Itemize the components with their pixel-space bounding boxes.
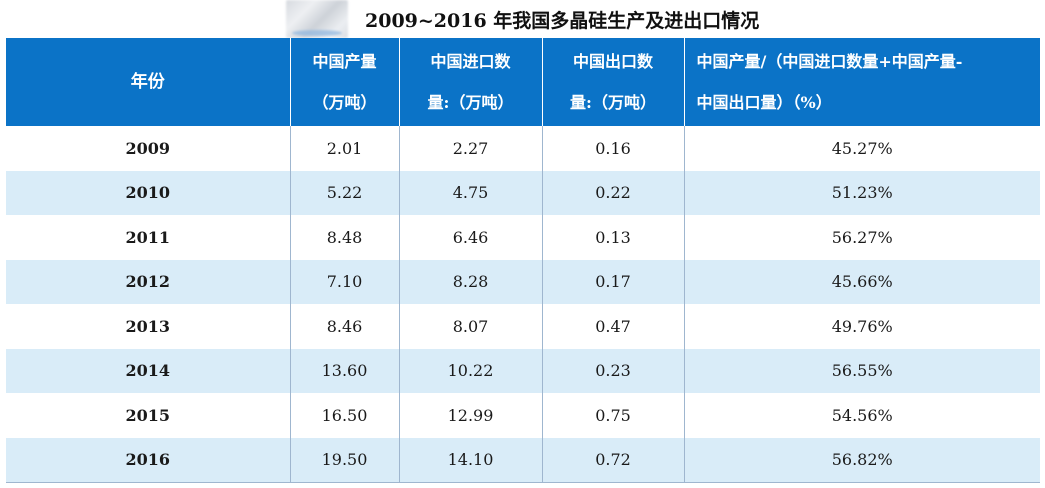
cell-production: 13.60	[290, 348, 400, 393]
header-import: 中国进口数 量:（万吨）	[399, 38, 543, 126]
cell-ratio: 45.66%	[684, 259, 1040, 304]
cell-export: 0.22	[542, 170, 685, 215]
cell-production: 5.22	[290, 170, 400, 215]
header-ratio-line1: 中国产量/（中国进口数量+中国产量-	[696, 52, 963, 71]
header-production-line2: （万吨）	[312, 93, 377, 112]
cell-export: 0.13	[542, 215, 685, 260]
table-body: 2009 2.01 2.27 0.16 45.27% 2010 5.22 4.7…	[6, 126, 1040, 482]
cell-year: 2016	[6, 437, 291, 482]
cell-import: 6.46	[399, 215, 543, 260]
header-export-line1: 中国出口数	[572, 52, 653, 71]
cell-production: 2.01	[290, 126, 400, 171]
header-year: 年份	[6, 38, 291, 126]
cell-ratio: 51.23%	[684, 170, 1040, 215]
cell-production: 7.10	[290, 259, 400, 304]
title-row: 2009~2016 年我国多晶硅生产及进出口情况	[0, 0, 1045, 38]
cell-year: 2009	[6, 126, 291, 171]
cell-year: 2013	[6, 304, 291, 349]
table-bottom-border	[6, 482, 1040, 483]
data-table: 年份 中国产量 （万吨） 中国进口数 量:（万吨） 中国出口数 量:（万吨） 中…	[6, 38, 1040, 482]
cell-production: 8.48	[290, 215, 400, 260]
cell-export: 0.23	[542, 348, 685, 393]
header-production-line1: 中国产量	[312, 52, 377, 71]
table-row: 2015 16.50 12.99 0.75 54.56%	[6, 393, 1040, 438]
cell-production: 8.46	[290, 304, 400, 349]
table-row: 2010 5.22 4.75 0.22 51.23%	[6, 170, 1040, 215]
header-export: 中国出口数 量:（万吨）	[542, 38, 685, 126]
cell-ratio: 45.27%	[684, 126, 1040, 171]
cell-year: 2015	[6, 393, 291, 438]
table-row: 2013 8.46 8.07 0.47 49.76%	[6, 304, 1040, 349]
cell-year: 2014	[6, 348, 291, 393]
cell-ratio: 56.27%	[684, 215, 1040, 260]
table-row: 2012 7.10 8.28 0.17 45.66%	[6, 259, 1040, 304]
cell-production: 19.50	[290, 437, 400, 482]
cell-import: 8.07	[399, 304, 543, 349]
table-row: 2016 19.50 14.10 0.72 56.82%	[6, 437, 1040, 482]
cell-import: 2.27	[399, 126, 543, 171]
table-header: 年份 中国产量 （万吨） 中国进口数 量:（万吨） 中国出口数 量:（万吨） 中…	[6, 38, 1040, 126]
cell-year: 2011	[6, 215, 291, 260]
cell-production: 16.50	[290, 393, 400, 438]
cell-import: 8.28	[399, 259, 543, 304]
cell-ratio: 56.82%	[684, 437, 1040, 482]
cell-ratio: 49.76%	[684, 304, 1040, 349]
header-export-line2: 量:（万吨）	[570, 93, 656, 112]
cell-import: 10.22	[399, 348, 543, 393]
header-import-line2: 量:（万吨）	[427, 93, 514, 112]
cell-ratio: 56.55%	[684, 348, 1040, 393]
header-production: 中国产量 （万吨）	[290, 38, 400, 126]
header-row: 年份 中国产量 （万吨） 中国进口数 量:（万吨） 中国出口数 量:（万吨） 中…	[6, 38, 1040, 126]
table-row: 2009 2.01 2.27 0.16 45.27%	[6, 126, 1040, 171]
cell-export: 0.72	[542, 437, 685, 482]
cell-year: 2012	[6, 259, 291, 304]
cell-export: 0.17	[542, 259, 685, 304]
header-ratio: 中国产量/（中国进口数量+中国产量- 中国出口量）（%）	[684, 38, 1040, 126]
cell-import: 4.75	[399, 170, 543, 215]
cell-export: 0.47	[542, 304, 685, 349]
blurred-logo-icon	[286, 0, 348, 38]
cell-year: 2010	[6, 170, 291, 215]
header-year-label: 年份	[130, 71, 165, 92]
cell-ratio: 54.56%	[684, 393, 1040, 438]
table-row: 2011 8.48 6.46 0.13 56.27%	[6, 215, 1040, 260]
header-ratio-line2: 中国出口量）（%）	[696, 93, 832, 112]
table-row: 2014 13.60 10.22 0.23 56.55%	[6, 348, 1040, 393]
cell-export: 0.16	[542, 126, 685, 171]
cell-export: 0.75	[542, 393, 685, 438]
header-import-line1: 中国进口数	[430, 52, 511, 71]
page-title: 2009~2016 年我国多晶硅生产及进出口情况	[365, 10, 760, 32]
cell-import: 12.99	[399, 393, 543, 438]
cell-import: 14.10	[399, 437, 543, 482]
